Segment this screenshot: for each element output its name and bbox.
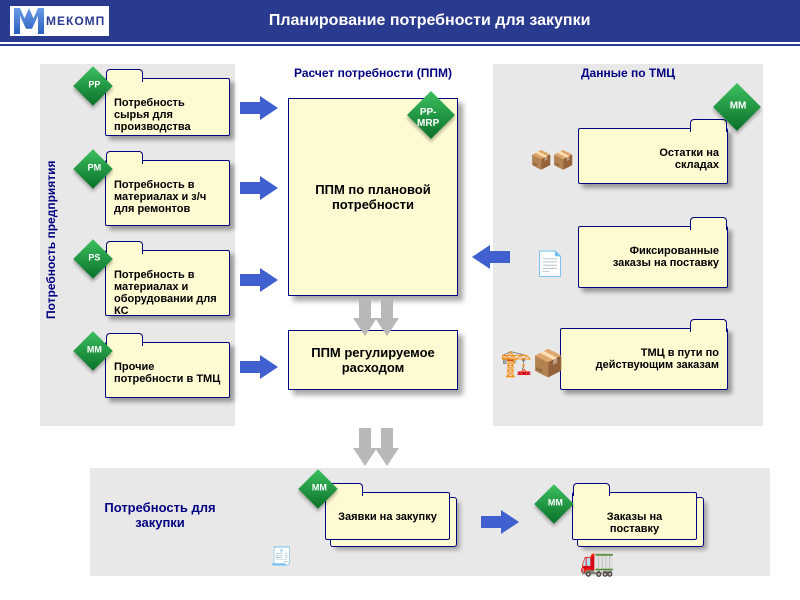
logo-text: МЕКОМП <box>46 14 105 28</box>
arrow-right-in <box>472 245 490 269</box>
folder-text: ТМЦ в пути по действующим заказам <box>596 347 719 371</box>
folder-pp: Потребность сырья для производства <box>105 78 230 136</box>
label-center: Расчет потребности (ППМ) <box>278 66 468 80</box>
folder-text: Потребность в материалах и з/ч для ремон… <box>114 179 206 215</box>
folder-mm1: Прочие потребности в ТМЦ <box>105 342 230 398</box>
page-title: Планирование потребности для закупки <box>269 12 641 30</box>
folder-text: Потребность сырья для производства <box>114 97 191 133</box>
header: МЕКОМП Планирование потребности для заку… <box>0 0 800 42</box>
arrow-d2 <box>375 318 399 336</box>
docs-icon: 📄 <box>535 250 565 279</box>
folder-fixed: Фиксированные заказы на поставку <box>578 226 728 288</box>
logo-m-icon <box>14 8 44 34</box>
arrow-l2 <box>260 176 278 200</box>
folder-pm: Потребность в материалах и з/ч для ремон… <box>105 160 230 226</box>
folder-transit: ТМЦ в пути по действующим заказам <box>560 328 728 390</box>
divider <box>0 44 800 46</box>
truck-icon: 🚛 <box>580 545 615 578</box>
receipt-icon: 🧾 <box>270 546 292 567</box>
diagram-canvas: Потребность предприятия Расчет потребнос… <box>0 50 800 600</box>
box-text: ППМ по плановой потребности <box>297 182 449 212</box>
arrow-d1 <box>353 318 377 336</box>
folder-order: Заказы на поставку <box>572 492 697 540</box>
arrow-l1 <box>260 96 278 120</box>
folder-ps: Потребность в материалах и оборудовании … <box>105 250 230 316</box>
folder-text: Прочие потребности в ТМЦ <box>114 361 220 385</box>
label-right: Данные по ТМЦ <box>548 66 708 80</box>
folder-stock: Остатки на складах <box>578 128 728 184</box>
boxes-icon: 📦📦 <box>530 150 575 171</box>
arrow-bottom <box>501 510 519 534</box>
logo: МЕКОМП <box>10 6 109 36</box>
label-bottom: Потребность для закупки <box>100 500 220 530</box>
arrow-d3 <box>353 448 377 466</box>
folder-text: Остатки на складах <box>659 147 719 171</box>
box-ppm-reg: ППМ регулируемое расходом <box>288 330 458 390</box>
folder-req: Заявки на закупку <box>325 492 450 540</box>
label-left: Потребность предприятия <box>44 130 58 350</box>
arrow-l3 <box>260 268 278 292</box>
folder-text: Фиксированные заказы на поставку <box>613 245 719 269</box>
folder-text: Заявки на закупку <box>338 511 437 523</box>
folder-text: Потребность в материалах и оборудовании … <box>114 269 217 317</box>
arrow-l4 <box>260 355 278 379</box>
forklift-icon: 🏗️📦 <box>500 348 565 379</box>
arrow-d4 <box>375 448 399 466</box>
box-text: ППМ регулируемое расходом <box>297 345 449 375</box>
folder-text: Заказы на поставку <box>607 511 662 535</box>
